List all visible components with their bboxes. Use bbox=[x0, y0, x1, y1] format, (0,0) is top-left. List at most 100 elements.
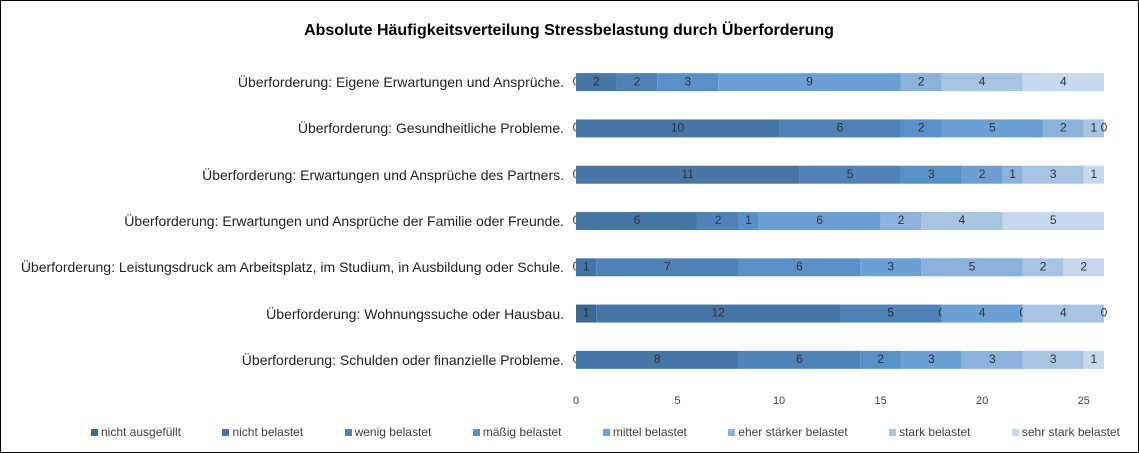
legend-swatch bbox=[728, 428, 736, 436]
data-label: 3 bbox=[1050, 352, 1057, 366]
legend-item: eher stärker belastet bbox=[728, 425, 848, 439]
data-label: 7 bbox=[664, 259, 671, 273]
bar-segment bbox=[576, 350, 739, 369]
bar-segment bbox=[941, 119, 1044, 138]
bar-segment bbox=[576, 212, 698, 230]
data-label: 1 bbox=[583, 259, 590, 273]
data-label: 6 bbox=[634, 213, 641, 227]
legend-item: nicht ausgefüllt bbox=[91, 425, 181, 439]
category-label: Überforderung: Leistungsdruck am Arbeits… bbox=[20, 259, 564, 276]
x-tick-label: 0 bbox=[573, 395, 579, 407]
data-label: 0 bbox=[1101, 306, 1108, 320]
legend-label: wenig belastet bbox=[354, 425, 432, 439]
category-label: Überforderung: Schulden oder finanzielle… bbox=[241, 351, 564, 368]
data-label: 1 bbox=[1091, 352, 1098, 366]
bar-segment bbox=[880, 212, 922, 230]
bar-segment bbox=[779, 119, 901, 138]
category-label: Überforderung: Erwartungen und Ansprüche… bbox=[202, 166, 564, 183]
bar-segment bbox=[961, 350, 1023, 369]
bar-segment bbox=[860, 350, 901, 369]
x-tick-label: 20 bbox=[976, 395, 988, 407]
bar-segment bbox=[576, 304, 597, 323]
data-label: 6 bbox=[796, 259, 803, 273]
bar-segment bbox=[738, 350, 861, 369]
bar-segment bbox=[758, 212, 881, 230]
bar-segment bbox=[1043, 119, 1084, 138]
legend-label: nicht belastet bbox=[232, 425, 304, 439]
data-label: 2 bbox=[877, 352, 884, 366]
data-label: 5 bbox=[1050, 213, 1057, 227]
legend-swatch bbox=[1011, 428, 1019, 436]
bar-segment bbox=[1002, 212, 1104, 230]
legend-label: sehr stark belastet bbox=[1021, 425, 1120, 439]
data-label: 1 bbox=[745, 213, 752, 227]
bar-segment bbox=[576, 119, 780, 138]
bar-segment bbox=[1063, 258, 1104, 277]
bar-segment bbox=[616, 73, 658, 92]
bar-segment bbox=[900, 350, 962, 369]
legend: nicht ausgefüllt nicht belastet wenig bela… bbox=[91, 425, 1120, 439]
bar-segment bbox=[799, 165, 901, 184]
legend-swatch bbox=[602, 428, 610, 436]
bar-segment bbox=[921, 258, 1023, 277]
bar-segment bbox=[718, 73, 901, 92]
data-label: 1 bbox=[1091, 167, 1098, 181]
bar-segment bbox=[840, 304, 942, 323]
bar-segment bbox=[1022, 350, 1084, 369]
bar-segment bbox=[1022, 73, 1104, 92]
bar-segment bbox=[576, 258, 597, 277]
data-label: 3 bbox=[1050, 167, 1057, 181]
bar-segment bbox=[860, 258, 922, 277]
bar-segment bbox=[1083, 165, 1104, 184]
data-label: 5 bbox=[847, 167, 854, 181]
data-label: 3 bbox=[887, 259, 894, 273]
legend-item: nicht belastet bbox=[222, 425, 303, 439]
data-label: 3 bbox=[928, 352, 935, 366]
bar-segment bbox=[697, 212, 739, 230]
bar-segment bbox=[596, 304, 840, 323]
data-label: 6 bbox=[837, 121, 844, 135]
data-label: 2 bbox=[918, 74, 925, 88]
legend-swatch bbox=[472, 428, 480, 436]
x-tick-label: 10 bbox=[773, 395, 785, 407]
data-label: 3 bbox=[684, 74, 691, 88]
data-label: 5 bbox=[989, 121, 996, 135]
data-label: 2 bbox=[715, 213, 722, 227]
data-label: 5 bbox=[969, 259, 976, 273]
data-label: 2 bbox=[898, 213, 905, 227]
data-label: 4 bbox=[979, 74, 986, 88]
data-label: 3 bbox=[928, 167, 935, 181]
bar-segment bbox=[900, 165, 962, 184]
bar-segment bbox=[738, 212, 759, 230]
bar-segment bbox=[900, 119, 942, 138]
data-label: 9 bbox=[806, 74, 813, 88]
legend-item: wenig belastet bbox=[344, 425, 432, 439]
x-tick-label: 15 bbox=[874, 395, 886, 407]
data-label: 5 bbox=[887, 306, 894, 320]
data-label: 1 bbox=[1091, 121, 1098, 135]
bar-segment bbox=[900, 73, 942, 92]
legend-label: eher stärker belastet bbox=[738, 425, 848, 439]
data-label: 8 bbox=[654, 352, 661, 366]
legend-label: mittel belastet bbox=[612, 425, 687, 439]
bar-segment bbox=[1022, 165, 1084, 184]
data-label: 2 bbox=[634, 74, 641, 88]
bar-segment bbox=[1022, 258, 1064, 277]
data-label: 3 bbox=[989, 352, 996, 366]
bar-segment bbox=[941, 73, 1023, 92]
legend-swatch bbox=[344, 428, 352, 436]
bar-segment bbox=[576, 165, 800, 184]
data-label: 0 bbox=[1101, 121, 1108, 135]
category-label: Überforderung: Eigene Erwartungen und An… bbox=[237, 74, 564, 91]
data-label: 2 bbox=[1040, 259, 1047, 273]
bar-segment bbox=[738, 258, 861, 277]
category-label: Überforderung: Erwartungen und Ansprüche… bbox=[124, 213, 564, 229]
legend-label: nicht ausgefüllt bbox=[101, 425, 182, 439]
data-label: 12 bbox=[711, 306, 725, 320]
legend-swatch bbox=[222, 428, 230, 436]
data-label: 4 bbox=[979, 306, 986, 320]
x-tick-label: 5 bbox=[674, 395, 680, 407]
legend-item: mittel belastet bbox=[602, 425, 687, 439]
